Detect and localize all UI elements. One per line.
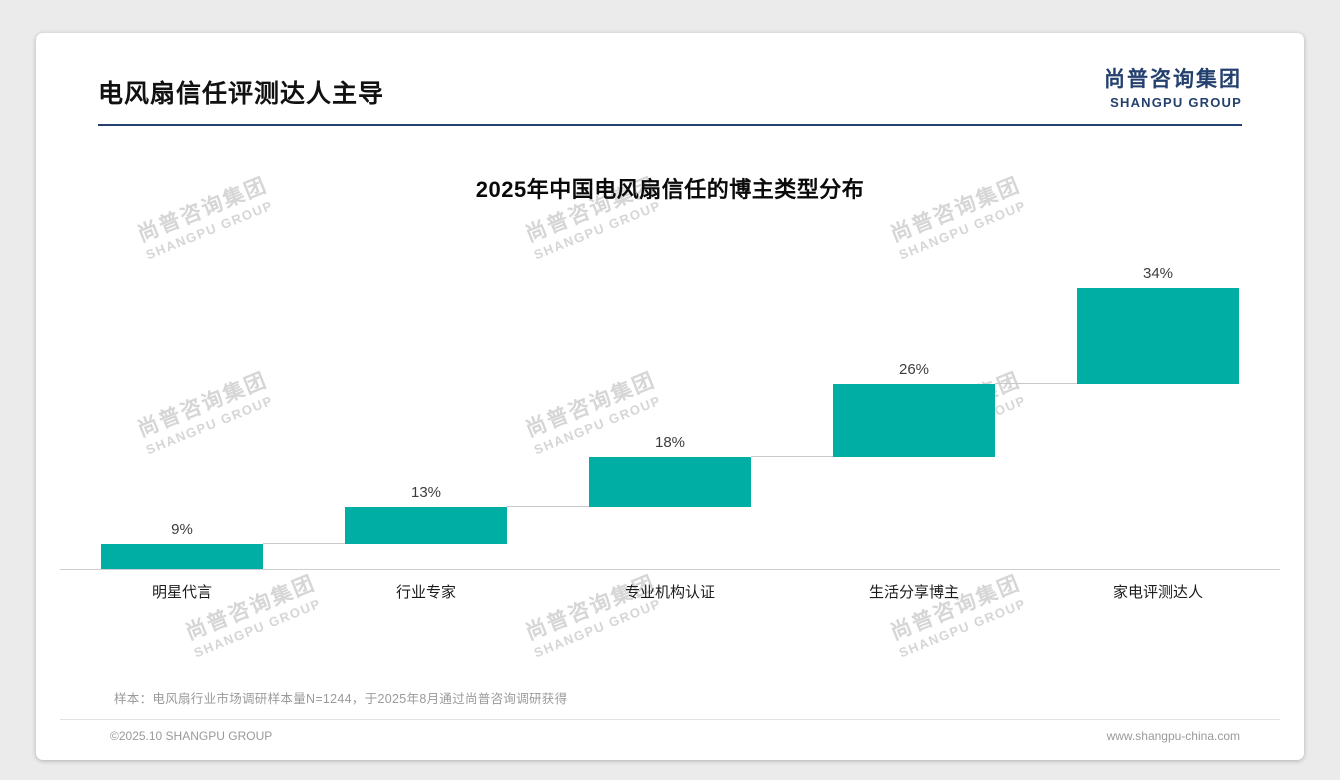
x-axis-line	[60, 569, 1280, 570]
bar-value-label: 34%	[1142, 265, 1174, 282]
waterfall-chart: 9% 13% 18% 26% 34%	[60, 265, 1280, 570]
waterfall-bar	[833, 383, 995, 457]
header-divider	[98, 124, 1242, 126]
step-connector-line	[994, 382, 1078, 384]
step-connector-line	[506, 506, 590, 508]
brand-name-en: SHANGPU GROUP	[1110, 95, 1242, 110]
step-connector-line	[262, 542, 346, 544]
website-url: www.shangpu-china.com	[1106, 729, 1240, 743]
copyright-text: ©2025.10 SHANGPU GROUP	[110, 729, 273, 743]
category-label: 家电评测达人	[1112, 584, 1203, 601]
category-labels: 明星代言 行业专家 专业机构认证 生活分享博主 家电评测达人	[60, 581, 1280, 602]
category-label: 专业机构认证	[624, 584, 715, 601]
waterfall-bar	[589, 456, 751, 508]
footer: ©2025.10 SHANGPU GROUP www.shangpu-china…	[36, 720, 1304, 743]
brand-logo: 尚普咨询集团 SHANGPU GROUP	[1104, 63, 1242, 110]
category-label: 行业专家	[395, 584, 456, 601]
bar-value-label: 26%	[898, 360, 930, 378]
bar-value-label: 18%	[654, 433, 686, 451]
waterfall-bar	[1077, 288, 1239, 384]
bar-value-label: 13%	[410, 484, 442, 502]
chart-title: 2025年中国电风扇信任的博主类型分布	[475, 177, 865, 202]
slide-card: 尚普咨询集团 SHANGPU GROUP 尚普咨询集团 SHANGPU GROUP 尚普…	[36, 33, 1304, 760]
step-connector-line	[750, 455, 834, 457]
chart-area: 9% 13% 18% 26% 34% 明星代言 行业专家 专业机构认证 生活分享博主 家电评测达…	[36, 265, 1304, 602]
waterfall-bar	[345, 507, 507, 544]
waterfall-bar	[101, 543, 263, 569]
footer-divider	[60, 719, 1280, 720]
brand-name-cn: 尚普咨询集团	[1104, 68, 1242, 91]
header: 电风扇信任评测达人主导 尚普咨询集团 SHANGPU GROUP	[36, 33, 1304, 110]
category-label: 明星代言	[151, 584, 212, 601]
sample-note: 样本：电风扇行业市场调研样本量N=1244，于2025年8月通过尚普咨询调研获得	[114, 692, 568, 706]
category-label: 生活分享博主	[868, 584, 959, 601]
bar-value-label: 9%	[171, 520, 193, 538]
page-title: 电风扇信任评测达人主导	[98, 80, 385, 108]
